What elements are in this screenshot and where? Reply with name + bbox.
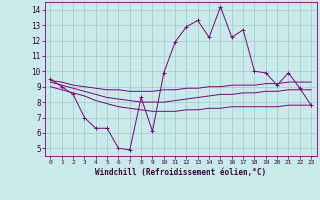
X-axis label: Windchill (Refroidissement éolien,°C): Windchill (Refroidissement éolien,°C) <box>95 168 266 177</box>
